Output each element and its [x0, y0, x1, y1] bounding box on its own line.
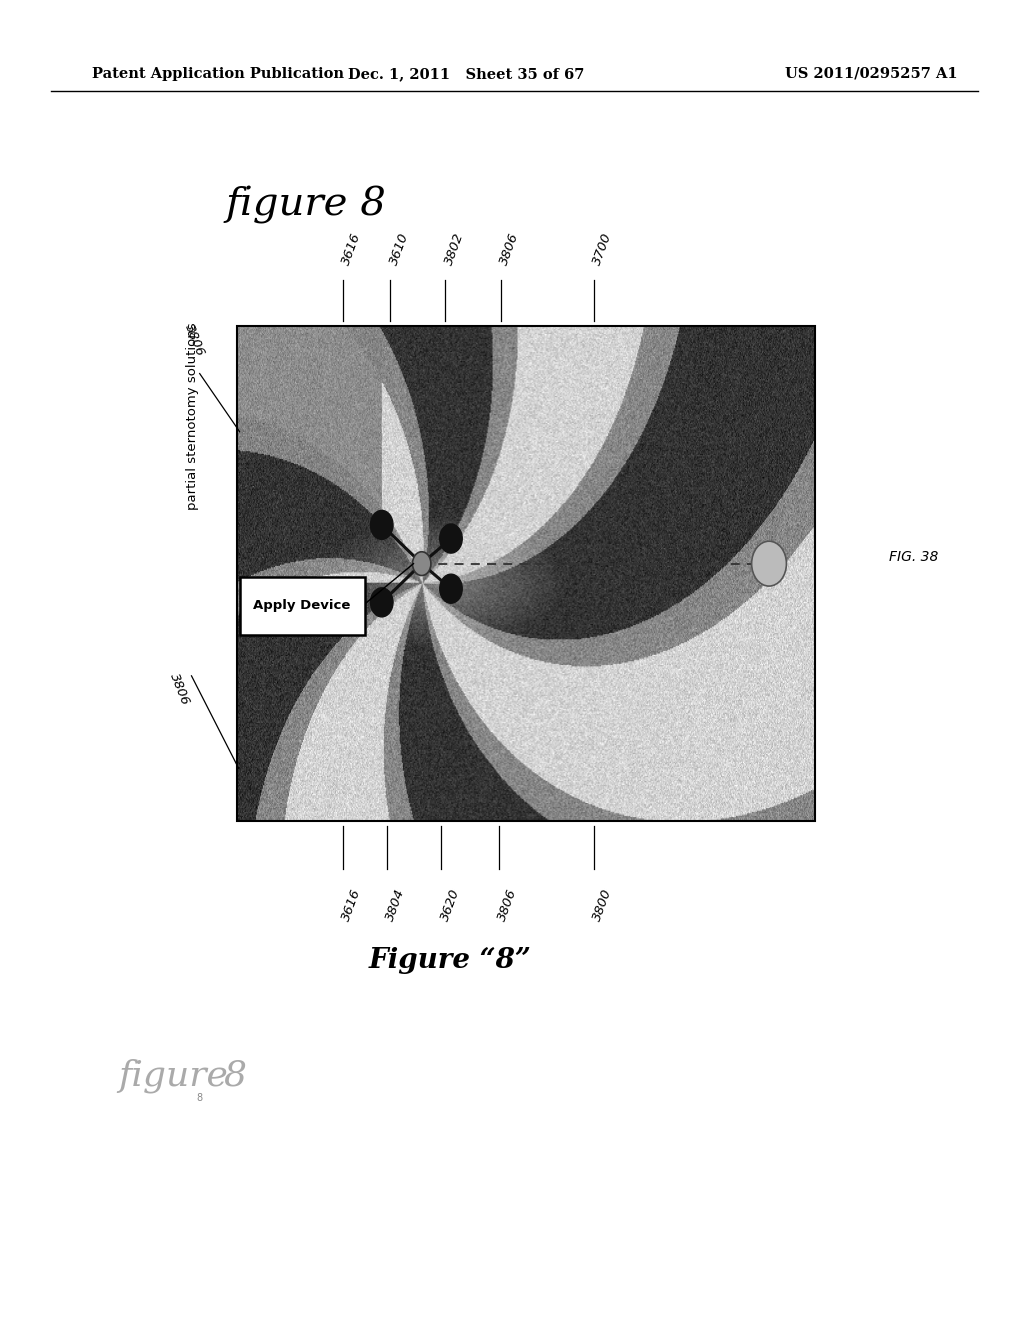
Text: 3804: 3804 [384, 887, 408, 923]
Text: 3806: 3806 [182, 322, 207, 359]
Text: 3806: 3806 [498, 231, 521, 267]
Text: 3806: 3806 [167, 671, 191, 708]
Text: FIG. 38: FIG. 38 [889, 550, 938, 564]
Bar [237, 326, 815, 821]
Circle shape [413, 552, 431, 576]
Text: 8: 8 [197, 1093, 203, 1104]
Text: 3802: 3802 [442, 231, 466, 267]
Text: Dec. 1, 2011   Sheet 35 of 67: Dec. 1, 2011 Sheet 35 of 67 [348, 67, 584, 81]
Text: figure 8: figure 8 [225, 186, 386, 223]
Text: 3620: 3620 [438, 887, 462, 923]
Text: figure: figure [118, 1059, 227, 1093]
Text: 8: 8 [223, 1059, 246, 1093]
Circle shape [371, 587, 393, 616]
Text: 3616: 3616 [340, 887, 364, 923]
Text: Apply Device: Apply Device [253, 599, 351, 612]
Circle shape [371, 511, 393, 540]
Circle shape [752, 541, 786, 586]
Text: Figure “8”: Figure “8” [369, 948, 532, 974]
Text: partial sternotomy solutions: partial sternotomy solutions [186, 322, 199, 510]
Text: 3700: 3700 [591, 231, 614, 267]
Text: 3806: 3806 [496, 887, 519, 923]
Text: 3800: 3800 [591, 887, 614, 923]
Text: 3610: 3610 [387, 231, 411, 267]
FancyBboxPatch shape [240, 577, 365, 635]
Text: US 2011/0295257 A1: US 2011/0295257 A1 [784, 67, 957, 81]
Text: Patent Application Publication: Patent Application Publication [92, 67, 344, 81]
Circle shape [439, 524, 462, 553]
Circle shape [439, 574, 462, 603]
Text: 3616: 3616 [340, 231, 364, 267]
